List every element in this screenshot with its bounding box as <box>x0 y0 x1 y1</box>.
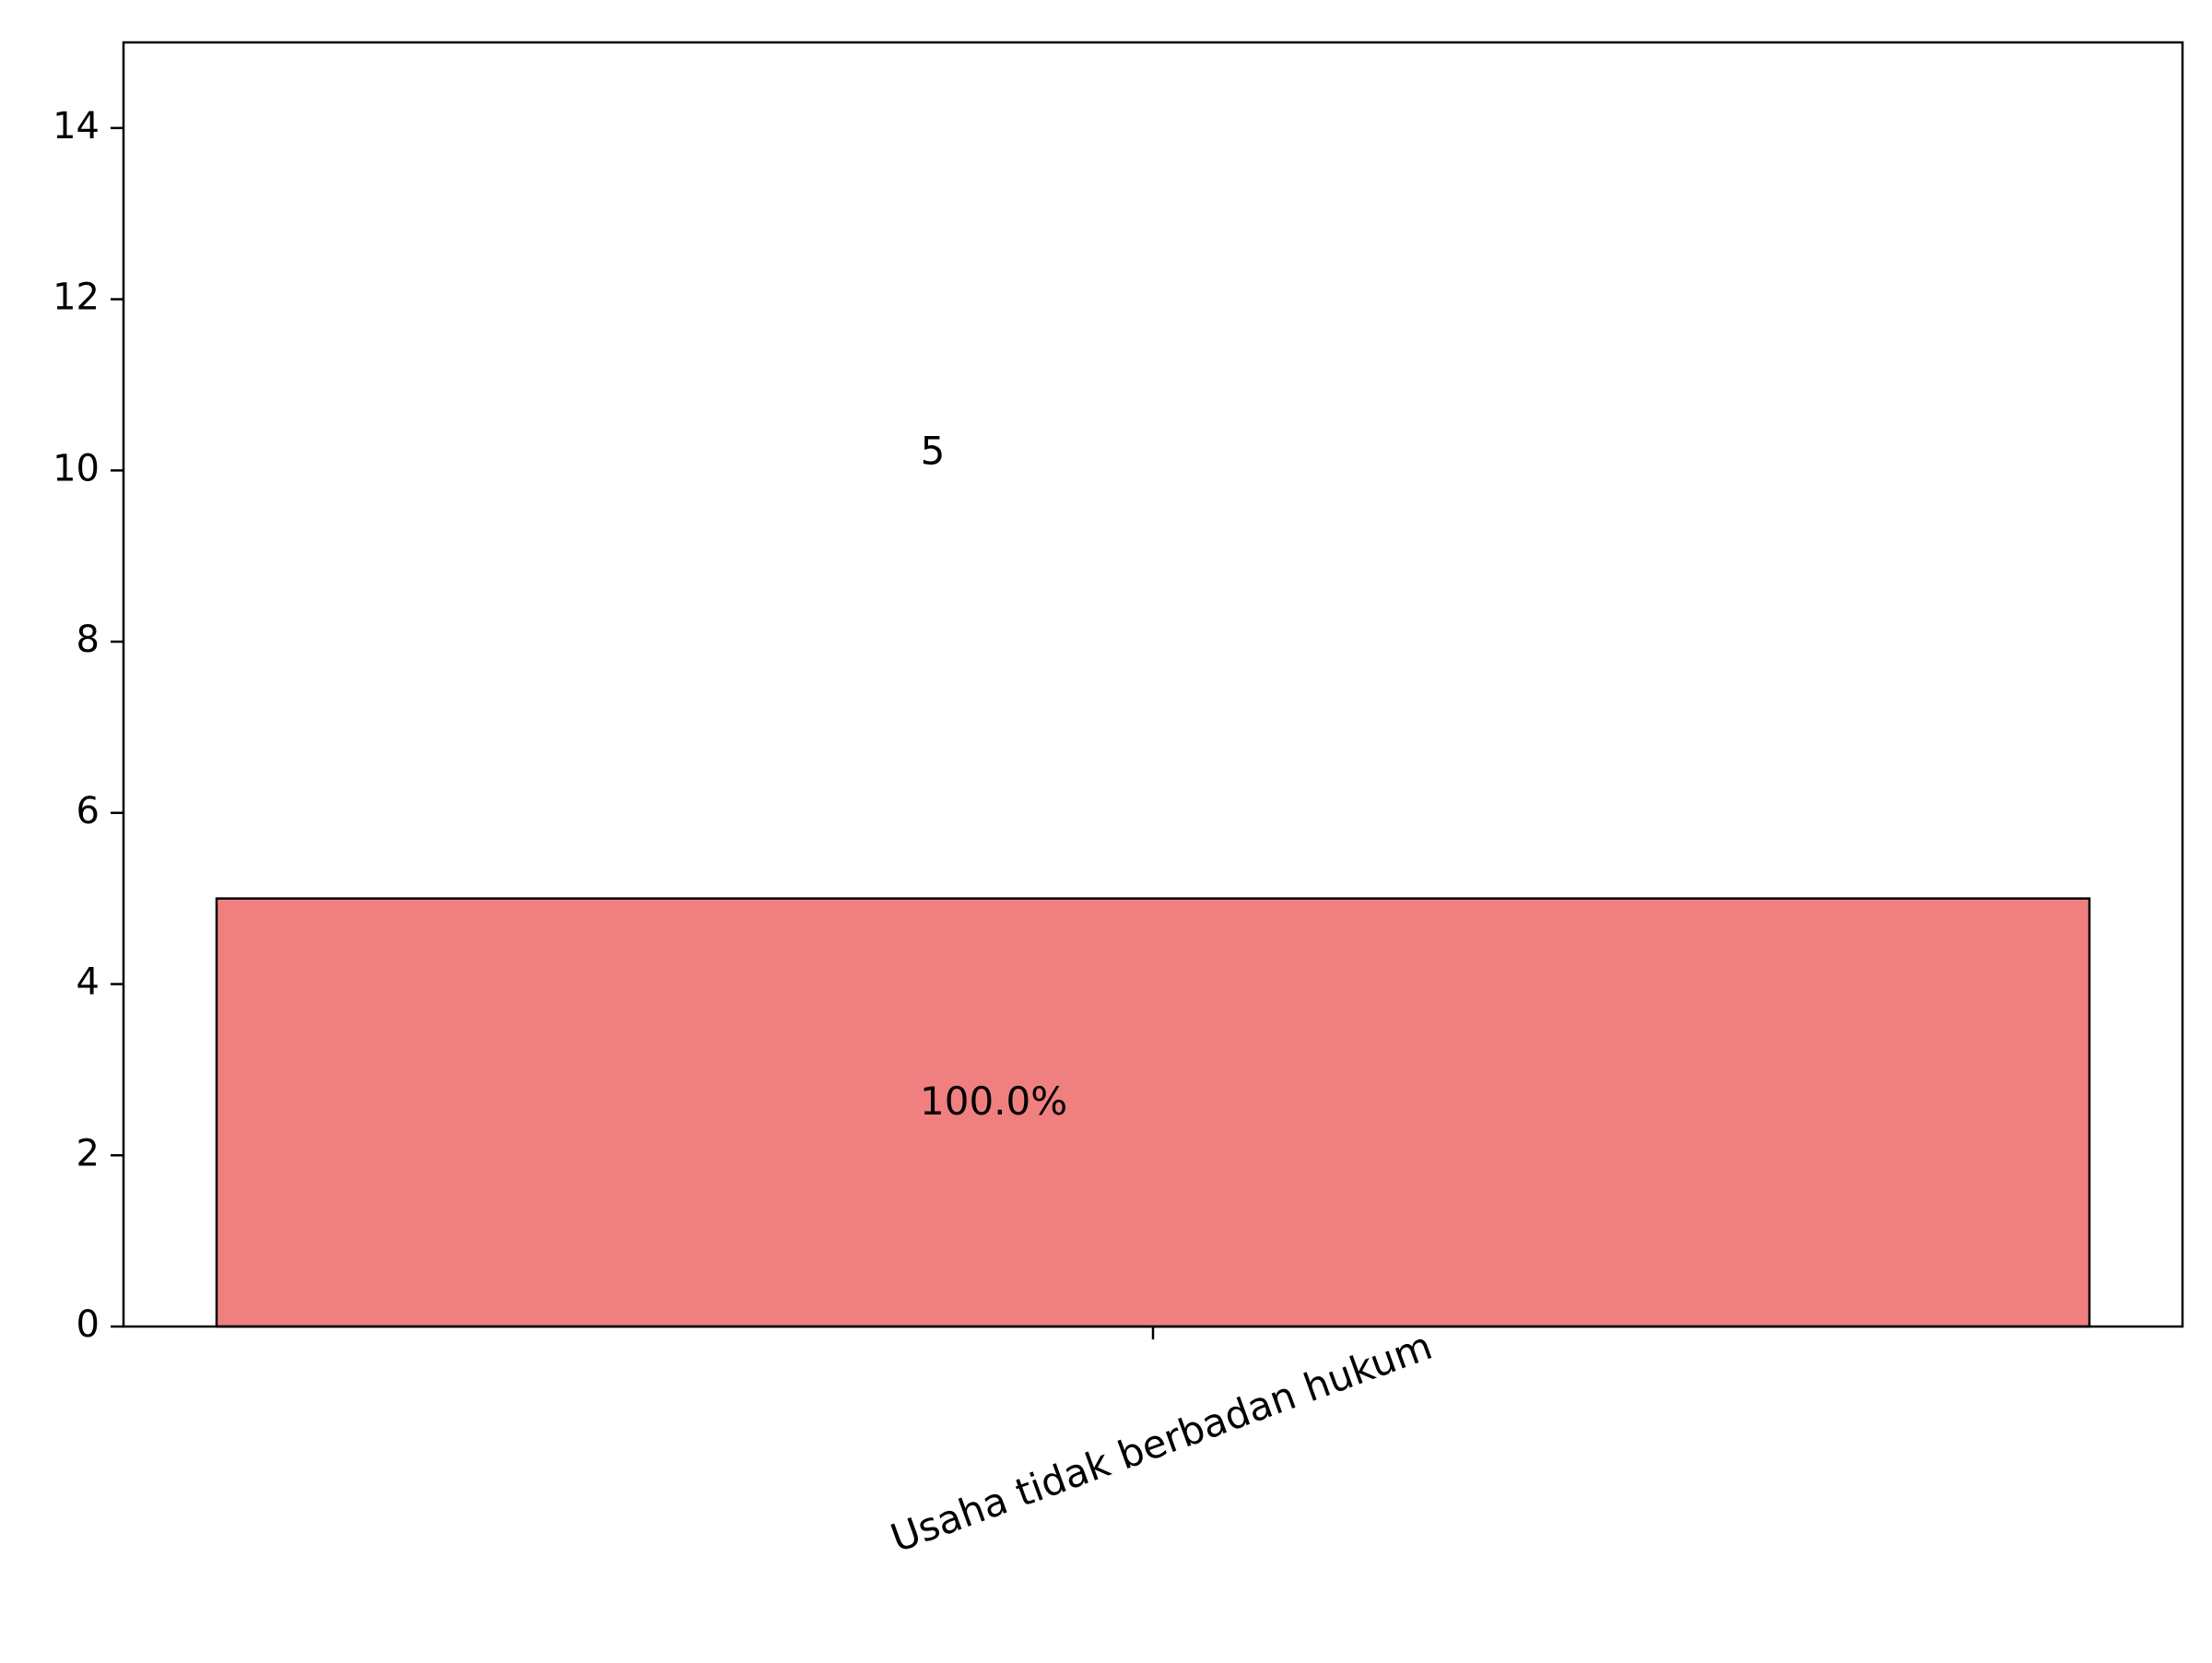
y-tick-label-5: 10 <box>53 447 100 489</box>
y-tick-label-1: 2 <box>76 1132 100 1174</box>
data-labels-layer: 5 100.0% <box>920 428 1067 1124</box>
y-tick-label-7: 14 <box>53 105 100 147</box>
y-tick-label-0: 0 <box>76 1303 100 1346</box>
y-tick-label-2: 4 <box>76 961 100 1004</box>
bar-0 <box>215 897 2091 1328</box>
y-tick-label-6: 12 <box>53 277 100 319</box>
value-label-0: 5 <box>921 428 946 473</box>
bars-layer <box>215 897 2091 1328</box>
percent-label-0: 100.0% <box>920 1079 1067 1124</box>
y-tick-label-4: 8 <box>76 619 100 661</box>
y-axis: 0 2 4 6 8 10 12 14 <box>53 105 124 1346</box>
y-tick-label-3: 6 <box>76 790 100 832</box>
